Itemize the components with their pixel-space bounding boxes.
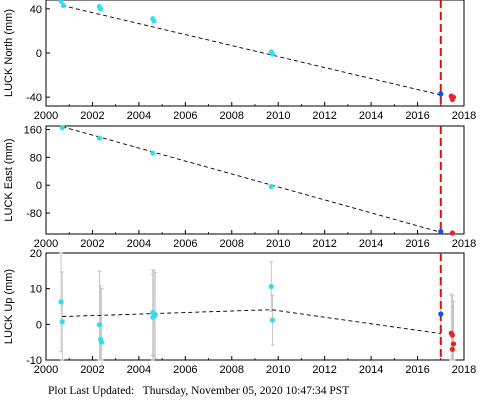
panel-up: 2000 2002 2004 2006 2008 2010 2012 2014 2016 2018…: [3, 248, 476, 376]
x-tick-label-up: 2002: [80, 364, 104, 376]
data-point-up: [438, 311, 444, 317]
plot-frame-north: [45, 0, 465, 107]
x-tick-label-up: 2014: [359, 364, 383, 376]
x-tick-label-north: 2010: [266, 110, 290, 122]
x-tick-label-up: 2010: [266, 364, 290, 376]
data-point-up: [58, 299, 64, 305]
data-point-up: [449, 332, 455, 338]
panel-east: 2000 2002 2004 2006 2008 2010 2012 2014 2016 2018…: [3, 124, 476, 250]
y-tick-label-north: 0: [36, 48, 42, 60]
x-tick-label-up: 2008: [220, 364, 244, 376]
x-tick-label-east: 2012: [312, 238, 336, 250]
data-point-north: [97, 6, 104, 12]
x-tick-label-north: 2018: [452, 110, 476, 122]
data-point-north: [58, 0, 64, 4]
y-axis-label-east: LUCK East (mm): [3, 138, 15, 221]
x-tick-label-up: 2012: [312, 364, 336, 376]
data-point-north: [438, 91, 444, 97]
footer-timestamp: Thursday, November 05, 2020 10:47:34 PST: [142, 385, 350, 397]
data-point-north: [60, 2, 67, 9]
y-tick-label-up: 0: [36, 319, 42, 331]
data-point-north: [151, 18, 157, 24]
y-tick-label-east: 160: [24, 124, 42, 136]
x-tick-label-east: 2006: [173, 238, 197, 250]
x-tick-label-north: 2014: [359, 110, 383, 122]
x-tick-label-east: 2018: [452, 238, 476, 250]
data-point-up: [96, 322, 103, 328]
data-point-east: [150, 150, 156, 156]
data-point-east: [59, 125, 65, 131]
x-tick-label-east: 2014: [359, 238, 383, 250]
plot-frame-up: [45, 252, 465, 361]
x-tick-label-north: 2012: [312, 110, 336, 122]
data-point-east: [438, 228, 444, 235]
x-tick-label-north: 2002: [80, 110, 104, 122]
x-tick-label-north: 2000: [34, 110, 58, 122]
y-tick-label-up: 20: [30, 248, 42, 260]
y-tick-label-up: -10: [26, 355, 42, 367]
data-point-north: [449, 96, 455, 102]
y-tick-label-east: -80: [26, 208, 42, 220]
data-point-up: [449, 346, 455, 352]
y-tick-label-north: -40: [26, 92, 42, 104]
x-tick-label-east: 2002: [80, 238, 104, 250]
data-point-up: [99, 339, 105, 345]
footer-label: Plot Last Updated:: [48, 385, 135, 397]
data-point-up: [450, 341, 457, 347]
data-point-up: [59, 319, 65, 325]
x-tick-label-north: 2004: [127, 110, 151, 122]
x-tick-label-up: 2004: [127, 364, 151, 376]
x-tick-label-up: 2018: [452, 364, 476, 376]
trend-line-east: [62, 126, 441, 233]
data-point-east: [96, 135, 103, 141]
y-tick-label-east: 0: [36, 180, 42, 192]
x-tick-label-up: 2016: [405, 364, 429, 376]
panel-north: 2000 2002 2004 2006 2008 2010 2012 2014 2016 2018…: [3, 0, 476, 122]
y-axis-label-up: LUCK Up (mm): [3, 269, 15, 344]
trend-line-up: [62, 309, 441, 335]
x-tick-label-up: 2000: [34, 364, 58, 376]
data-point-up: [269, 317, 276, 323]
x-tick-label-up: 2006: [173, 364, 197, 376]
x-tick-label-east: 2016: [405, 238, 429, 250]
data-point-east: [449, 230, 455, 236]
data-point-up: [268, 283, 274, 290]
data-point-north: [269, 51, 276, 57]
x-tick-label-east: 2004: [127, 238, 151, 250]
footer: Plot Last Updated: Thursday, November 05…: [48, 385, 349, 397]
data-point-up: [150, 309, 156, 316]
trend-line-north: [62, 5, 441, 96]
x-tick-label-north: 2006: [173, 110, 197, 122]
x-tick-label-east: 2010: [266, 238, 290, 250]
x-tick-label-east: 2000: [34, 238, 58, 250]
x-tick-label-east: 2008: [220, 238, 244, 250]
y-tick-label-up: 10: [30, 284, 42, 296]
y-tick-label-east: 80: [30, 152, 42, 164]
y-tick-label-north: 40: [30, 4, 42, 16]
x-tick-label-north: 2008: [220, 110, 244, 122]
y-axis-label-north: LUCK North (mm): [3, 9, 15, 97]
x-tick-label-north: 2016: [405, 110, 429, 122]
data-point-east: [268, 184, 274, 190]
